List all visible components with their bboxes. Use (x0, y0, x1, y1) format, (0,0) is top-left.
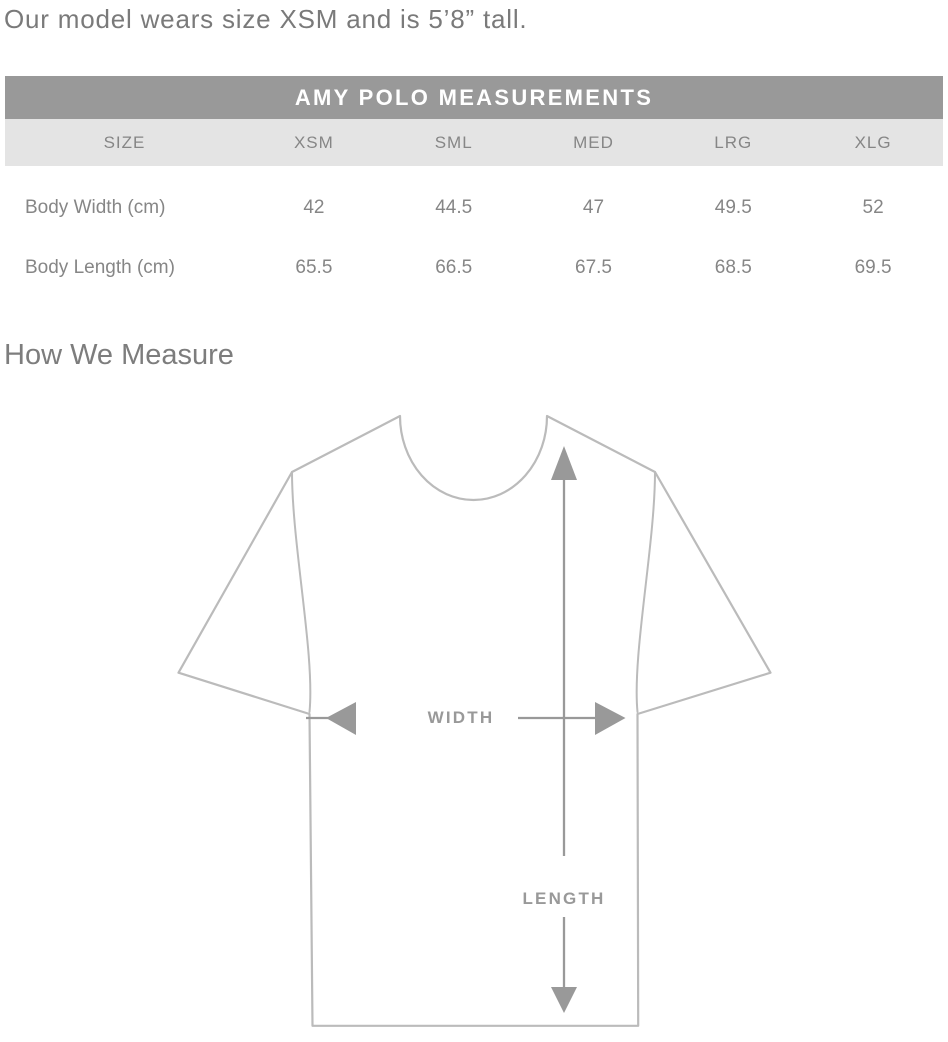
svg-text:WIDTH: WIDTH (428, 708, 495, 727)
svg-text:LENGTH: LENGTH (522, 889, 605, 908)
